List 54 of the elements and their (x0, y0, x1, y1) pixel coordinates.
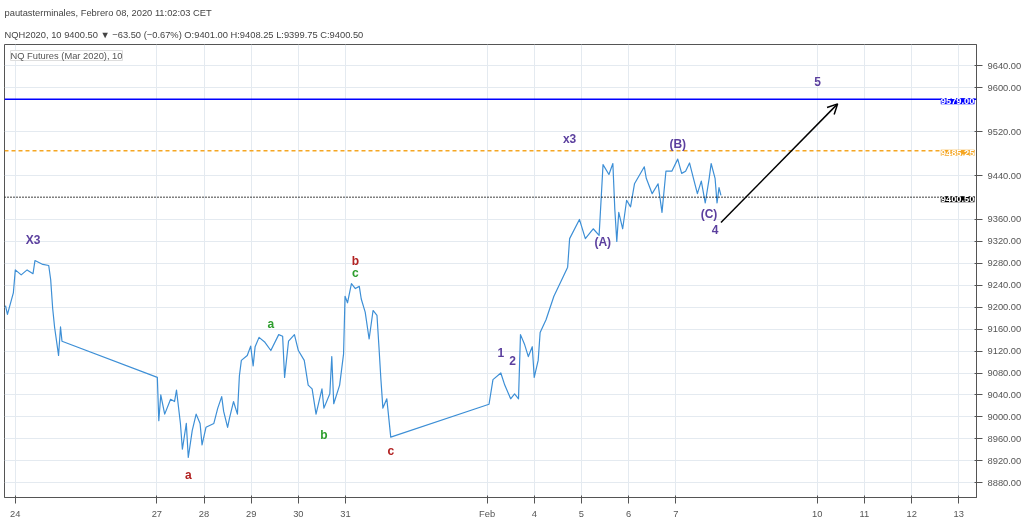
annotation: a (184, 468, 192, 483)
y-tick-label: 9520.00 (987, 126, 1022, 137)
y-tick-label: 9440.00 (987, 170, 1022, 181)
x-tick-label: Feb (479, 508, 496, 519)
x-tick-label: 11 (859, 508, 870, 519)
y-tick-label: 9360.00 (987, 214, 1022, 225)
y-tick-label: 8920.00 (987, 455, 1022, 466)
line-series (4, 158, 722, 459)
y-tick-label: 9080.00 (987, 368, 1022, 379)
y-tick-label: 9040.00 (987, 389, 1022, 400)
chart-subtitle: NQH2020, 10 9400.50 ▼ −63.50 (−0.67%) O:9401.00 H:9408.25 L:9399.75 C:9400.50 (4, 29, 364, 40)
ref-line-label: 9485.25 (940, 147, 975, 158)
x-tick-label: 31 (340, 508, 351, 519)
annotation: b (320, 428, 328, 443)
annotation: 2 (509, 354, 517, 369)
annotation: (A) (594, 235, 612, 250)
x-tick-label: 4 (531, 508, 537, 519)
x-tick-label: 30 (293, 508, 304, 519)
annotation: (C) (700, 206, 718, 221)
annotation: b (351, 253, 360, 268)
x-tick-label: 6 (625, 508, 632, 519)
annotation: a (267, 316, 275, 331)
annotation: NQ Futures (Mar 2020), 10 (10, 50, 123, 61)
y-tick-label: 9640.00 (987, 60, 1022, 71)
x-tick-label: 24 (10, 508, 21, 519)
x-tick-label: 27 (151, 508, 163, 519)
y-tick-label: 9600.00 (987, 82, 1022, 93)
x-tick-label: 29 (246, 508, 257, 519)
chart-title: pautasterminales, Febrero 08, 2020 11:02:03 CET (4, 7, 213, 18)
y-tick-label: 9200.00 (987, 302, 1022, 313)
x-tick-label: 28 (198, 508, 210, 519)
y-tick-label: 9280.00 (987, 258, 1022, 269)
x-tick-label: 12 (906, 508, 917, 519)
ref-line-label: 9400.50 (940, 194, 975, 205)
annotation: 5 (814, 74, 822, 89)
x-tick-label: 5 (578, 508, 585, 519)
annotation: X3 (25, 232, 41, 247)
ref-line-label: 9579.00 (940, 96, 975, 107)
y-tick-label: 9000.00 (987, 411, 1022, 422)
x-tick-label: 10 (812, 508, 823, 519)
annotation: 1 (497, 345, 505, 360)
annotation: 4 (711, 223, 719, 238)
annotation: (B) (669, 137, 687, 152)
y-tick-label: 9320.00 (987, 236, 1022, 247)
annotation: x3 (562, 131, 577, 146)
y-tick-label: 8880.00 (987, 477, 1022, 488)
annotation: c (352, 265, 360, 280)
y-tick-label: 9240.00 (987, 280, 1022, 291)
x-tick-label: 13 (953, 508, 965, 519)
y-tick-label: 8960.00 (987, 433, 1022, 444)
y-tick-label: 9120.00 (987, 346, 1022, 357)
x-tick-label: 7 (673, 508, 679, 519)
y-tick-label: 9160.00 (987, 324, 1022, 335)
annotation: c (387, 444, 395, 459)
